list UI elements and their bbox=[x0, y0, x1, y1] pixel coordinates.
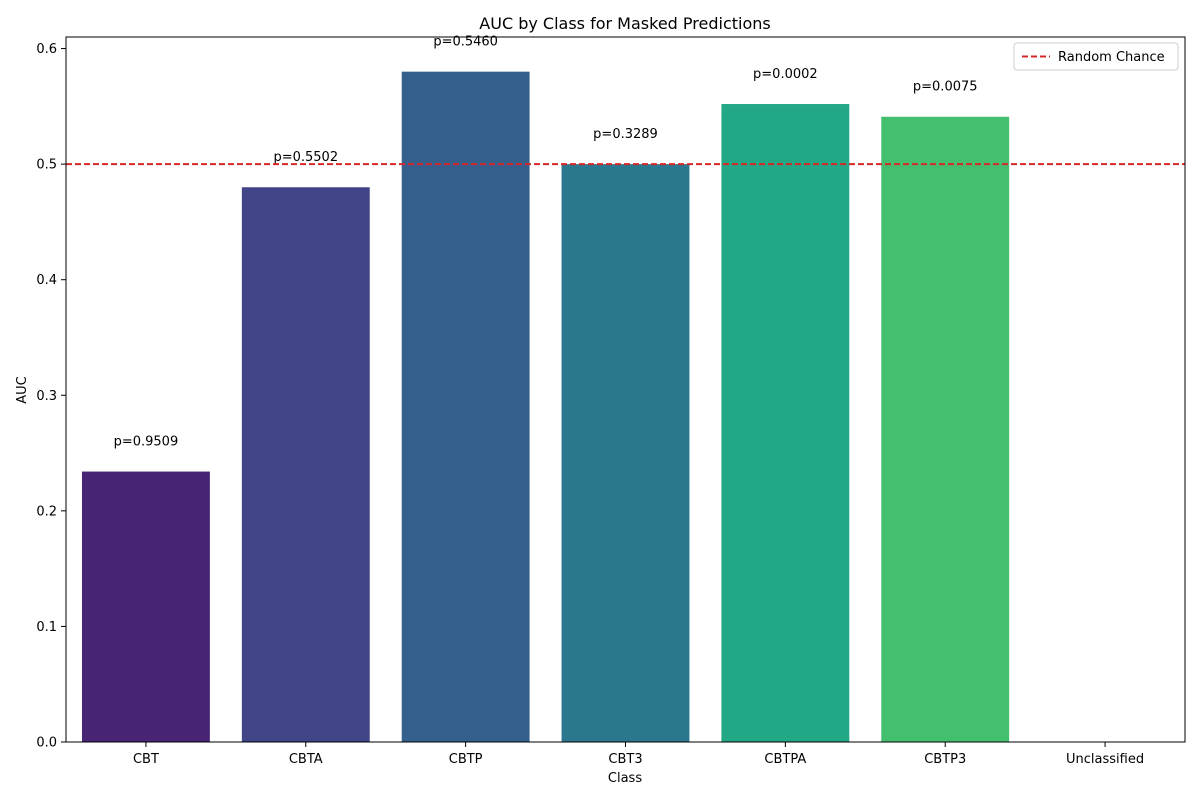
p-value-label-cbta: p=0.5502 bbox=[273, 150, 338, 165]
x-axis-label: Class bbox=[608, 771, 642, 786]
legend-entry-random-chance: Random Chance bbox=[1058, 50, 1165, 65]
p-value-label-cbt3: p=0.3289 bbox=[593, 127, 658, 142]
y-tick-label: 0.5 bbox=[36, 158, 57, 173]
bar-cbtp bbox=[401, 71, 530, 743]
p-value-label-cbtpa: p=0.0002 bbox=[753, 67, 818, 82]
x-tick-label-cbtp: CBTP bbox=[449, 752, 483, 767]
x-tick-label-cbt3: CBT3 bbox=[608, 752, 642, 767]
x-axis: CBT CBTA CBTP CBT3 CBTPA CBTP3 Unclassified bbox=[133, 742, 1144, 767]
y-tick-label: 0.1 bbox=[36, 620, 57, 635]
y-axis-label: AUC bbox=[15, 376, 30, 404]
x-tick-label-cbt: CBT bbox=[133, 752, 159, 767]
p-value-label-cbt: p=0.9509 bbox=[114, 435, 179, 450]
bars-layer bbox=[81, 71, 1010, 743]
y-tick-label: 0.6 bbox=[36, 42, 57, 57]
bar-cbtp3 bbox=[881, 116, 1010, 742]
y-tick-label: 0.0 bbox=[36, 736, 57, 751]
x-tick-label-cbtpa: CBTPA bbox=[764, 752, 806, 767]
bar-cbta bbox=[241, 187, 370, 742]
y-axis: 0.0 0.1 0.2 0.3 0.4 0.5 0.6 bbox=[36, 42, 66, 751]
p-value-annotations: p=0.9509 p=0.5502 p=0.5460 p=0.3289 p=0.0002… bbox=[114, 35, 978, 450]
y-tick-label: 0.3 bbox=[36, 389, 57, 404]
p-value-label-cbtp3: p=0.0075 bbox=[913, 80, 978, 95]
x-tick-label-cbtp3: CBTP3 bbox=[924, 752, 966, 767]
bar-cbt bbox=[81, 471, 210, 742]
bar-cbtpa bbox=[721, 104, 850, 743]
y-tick-label: 0.4 bbox=[36, 273, 57, 288]
y-tick-label: 0.2 bbox=[36, 504, 57, 519]
p-value-label-cbtp: p=0.5460 bbox=[433, 35, 498, 50]
x-tick-label-cbta: CBTA bbox=[289, 752, 323, 767]
legend: Random Chance bbox=[1013, 42, 1179, 71]
legend-box bbox=[1013, 42, 1179, 71]
chart-title: AUC by Class for Masked Predictions bbox=[479, 14, 770, 33]
x-tick-label-unclassified: Unclassified bbox=[1066, 752, 1144, 767]
bar-cbt3 bbox=[561, 164, 690, 742]
